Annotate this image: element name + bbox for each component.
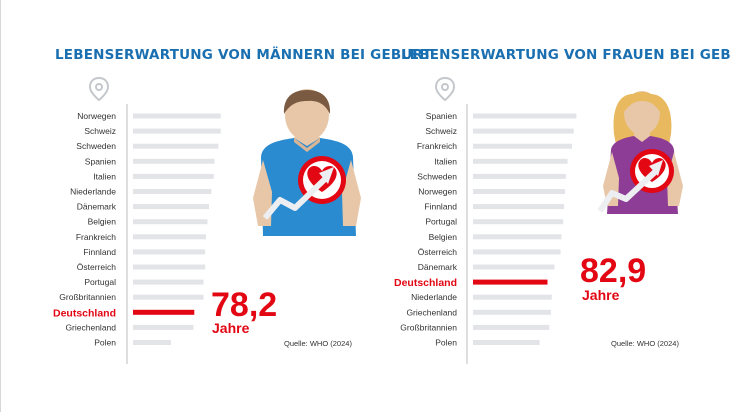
women-chart-title: LEBENSERWARTUNG VON FRAUEN BEI GEBURT bbox=[401, 47, 732, 63]
category-label: Niederlande bbox=[70, 187, 116, 197]
women-highlight-value: 82,9 bbox=[580, 252, 646, 290]
bar bbox=[133, 158, 215, 164]
women-source: Quelle: WHO (2024) bbox=[611, 339, 679, 348]
category-label: Finnland bbox=[424, 202, 457, 212]
category-label: Norwegen bbox=[77, 111, 116, 121]
bar bbox=[133, 113, 221, 119]
bar bbox=[133, 128, 221, 134]
bar bbox=[473, 219, 564, 225]
bar bbox=[473, 309, 551, 315]
category-label: Polen bbox=[435, 338, 457, 348]
bar bbox=[133, 294, 204, 300]
men-category-labels: Norwegen Schweiz Schweden Spanien Italien Nie… bbox=[53, 111, 117, 348]
bar bbox=[133, 173, 214, 179]
women-highlight-unit: Jahre bbox=[582, 287, 620, 303]
men-highlight-value: 78,2 bbox=[211, 286, 277, 324]
category-label-highlight: Deutschland bbox=[53, 307, 116, 319]
category-label: Portugal bbox=[425, 217, 457, 227]
men-source: Quelle: WHO (2024) bbox=[284, 339, 352, 348]
bar bbox=[473, 158, 568, 164]
category-label: Finnland bbox=[83, 247, 116, 257]
bar bbox=[473, 113, 577, 119]
bar bbox=[473, 189, 565, 194]
category-label: Italien bbox=[93, 171, 116, 181]
category-label: Griechenland bbox=[406, 307, 457, 317]
category-label: Großbritannien bbox=[400, 322, 457, 332]
bar bbox=[133, 219, 208, 225]
heart-arrow-icon bbox=[597, 149, 674, 213]
category-label: Spanien bbox=[426, 111, 457, 121]
bar bbox=[473, 340, 540, 345]
bar bbox=[473, 294, 552, 300]
category-label: Polen bbox=[94, 338, 116, 348]
category-label: Spanien bbox=[85, 156, 116, 166]
bar bbox=[473, 204, 565, 210]
bar bbox=[133, 340, 171, 345]
category-label: Norwegen bbox=[418, 187, 457, 197]
category-label: Griechenland bbox=[65, 322, 116, 332]
category-label: Belgien bbox=[88, 217, 117, 227]
bar bbox=[133, 249, 206, 255]
bar bbox=[473, 324, 550, 330]
bar bbox=[473, 264, 555, 270]
women-panel: LEBENSERWARTUNG VON FRAUEN BEI GEBURT Sp… bbox=[394, 47, 732, 364]
bar bbox=[133, 204, 209, 210]
bar bbox=[133, 279, 204, 285]
men-bars bbox=[133, 113, 221, 345]
bar bbox=[133, 234, 206, 240]
category-label-highlight: Deutschland bbox=[394, 277, 457, 289]
men-panel: LEBENSERWARTUNG VON MÄNNERN BEI GEBURT N… bbox=[53, 46, 433, 364]
location-pin-icon bbox=[88, 76, 110, 102]
category-label: Frankreich bbox=[76, 232, 116, 242]
bar bbox=[133, 189, 212, 194]
men-chart-title: LEBENSERWARTUNG VON MÄNNERN BEI GEBURT bbox=[55, 46, 433, 63]
category-label: Schweden bbox=[417, 171, 457, 181]
bar bbox=[133, 264, 206, 270]
category-label: Schweden bbox=[76, 141, 116, 151]
category-label: Portugal bbox=[84, 277, 116, 287]
category-label: Italien bbox=[434, 156, 457, 166]
category-label: Dänemark bbox=[418, 262, 458, 272]
category-label: Schweiz bbox=[84, 126, 116, 136]
bar-highlight bbox=[473, 279, 548, 285]
bar-highlight bbox=[133, 309, 195, 315]
category-label: Belgien bbox=[429, 232, 458, 242]
category-label: Österreich bbox=[77, 262, 116, 272]
bar bbox=[473, 128, 574, 134]
women-category-labels: Spanien Schweiz Frankreich Italien Schweden N… bbox=[394, 111, 458, 348]
category-label: Niederlande bbox=[411, 292, 457, 302]
category-label: Schweiz bbox=[425, 126, 457, 136]
category-label: Dänemark bbox=[77, 202, 117, 212]
heart-arrow-icon bbox=[262, 156, 346, 220]
bar bbox=[473, 249, 561, 255]
women-bars bbox=[473, 113, 577, 345]
bar bbox=[133, 324, 194, 330]
category-label: Frankreich bbox=[417, 141, 457, 151]
bar bbox=[473, 143, 572, 149]
location-pin-icon bbox=[434, 76, 456, 102]
men-highlight-unit: Jahre bbox=[212, 320, 250, 336]
bar bbox=[473, 234, 562, 240]
category-label: Österreich bbox=[418, 247, 457, 257]
bar bbox=[133, 143, 219, 149]
bar bbox=[473, 173, 566, 179]
category-label: Großbritannien bbox=[59, 292, 116, 302]
